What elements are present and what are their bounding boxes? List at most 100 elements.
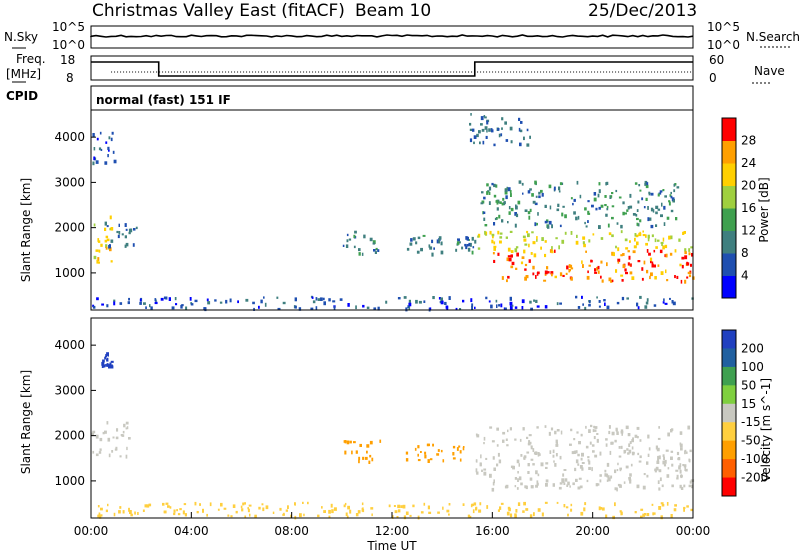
heatmap-cell: [557, 203, 560, 207]
heatmap-cell: [651, 263, 654, 268]
heatmap-cell: [545, 462, 549, 465]
heatmap-cell: [475, 507, 478, 511]
heatmap-cell: [276, 296, 279, 299]
heatmap-cell: [586, 275, 590, 280]
power-y-axis: 1000 2000 3000 4000: [54, 130, 96, 280]
cpid-value: normal (fast) 151 IF: [96, 93, 231, 107]
heatmap-cell: [673, 508, 677, 512]
heatmap-cell: [521, 256, 525, 259]
heatmap-cell: [483, 196, 486, 200]
heatmap-cell: [493, 247, 496, 251]
heatmap-cell: [431, 252, 434, 257]
heatmap-cell: [637, 436, 639, 439]
colorbar-frame: [721, 117, 737, 299]
heatmap-cell: [679, 469, 682, 474]
heatmap-cell: [532, 463, 535, 466]
heatmap-cell: [655, 467, 659, 471]
heatmap-cell: [119, 302, 123, 305]
heatmap-cell: [522, 427, 525, 431]
heatmap-cell: [492, 456, 495, 460]
heatmap-cell: [490, 304, 493, 309]
heatmap-cell: [628, 478, 632, 481]
heatmap-cell: [310, 307, 314, 310]
heatmap-cell: [535, 299, 538, 303]
heatmap-cell: [652, 209, 655, 213]
heatmap-cell: [605, 213, 608, 217]
heatmap-cell: [349, 440, 352, 444]
heatmap-cell: [478, 509, 482, 513]
heatmap-cell: [495, 184, 498, 188]
heatmap-cell: [547, 225, 550, 229]
heatmap-cell: [106, 225, 109, 228]
colorbar-tick: 8: [741, 246, 749, 260]
station-title: Christmas Valley East (fitACF): [92, 1, 345, 21]
heatmap-cell: [548, 220, 552, 225]
heatmap-cell: [530, 307, 533, 311]
heatmap-cell: [640, 508, 644, 511]
heatmap-cell: [636, 426, 640, 430]
heatmap-cell: [361, 252, 364, 256]
heatmap-cell: [174, 297, 177, 301]
heatmap-cell: [495, 200, 499, 203]
heatmap-cell: [606, 262, 608, 267]
heatmap-cell: [528, 434, 532, 437]
colorbar-tick: 50: [741, 378, 756, 392]
heatmap-cell: [422, 234, 426, 237]
heatmap-cell: [611, 205, 615, 208]
x-tick-label: 00:00: [74, 524, 109, 538]
freq-unit: [MHz]: [6, 67, 41, 81]
heatmap-cell: [670, 456, 673, 460]
heatmap-cell: [608, 430, 611, 435]
heatmap-cell: [575, 478, 578, 482]
heatmap-cell: [561, 239, 565, 244]
heatmap-cell: [675, 217, 678, 221]
heatmap-cell: [528, 259, 531, 263]
heatmap-cell: [493, 222, 496, 226]
heatmap-cell: [655, 205, 659, 209]
heatmap-cell: [537, 508, 541, 512]
heatmap-cell: [657, 459, 659, 463]
heatmap-cell: [96, 297, 99, 301]
heatmap-cell: [165, 296, 168, 300]
heatmap-cell: [535, 181, 537, 185]
heatmap-cell: [517, 471, 519, 474]
heatmap-cell: [649, 275, 651, 280]
heatmap-cell: [523, 238, 527, 242]
heatmap-cell: [469, 138, 473, 143]
velocity-ylabel: Slant Range [km]: [19, 370, 33, 474]
heatmap-cell: [600, 204, 604, 208]
heatmap-cell: [496, 427, 499, 431]
heatmap-cell: [514, 485, 517, 488]
time-axis: 00:00 04:00 08:00 12:00 16:00 20:00 00:00: [74, 512, 710, 538]
heatmap-cell: [509, 230, 513, 233]
heatmap-cell: [646, 513, 650, 517]
beam-label: Beam 10: [355, 1, 431, 21]
heatmap-cell: [679, 263, 682, 267]
heatmap-cell: [358, 456, 361, 460]
heatmap-cell: [683, 508, 685, 512]
heatmap-cell: [588, 429, 591, 433]
heatmap-cell: [484, 126, 488, 130]
heatmap-cell: [599, 451, 602, 456]
heatmap-cell: [547, 271, 550, 274]
heatmap-cell: [616, 431, 619, 435]
velocity-y-axis: 1000 2000 3000 4000: [54, 338, 96, 488]
heatmap-cell: [118, 231, 121, 235]
heatmap-cell: [520, 454, 523, 457]
heatmap-cell: [580, 511, 584, 516]
heatmap-cell: [437, 511, 440, 514]
heatmap-cell: [473, 141, 475, 145]
heatmap-cell: [541, 512, 544, 517]
heatmap-cell: [541, 192, 544, 197]
heatmap-cell: [92, 450, 95, 454]
colorbar-tick: 20: [741, 179, 756, 193]
heatmap-cell: [680, 474, 683, 479]
heatmap-cell: [577, 486, 581, 490]
heatmap-cell: [95, 249, 99, 252]
heatmap-cell: [563, 504, 566, 508]
heatmap-cell: [676, 186, 680, 189]
nsearch-tick-bottom: 10^0: [707, 38, 740, 52]
heatmap-cell: [473, 135, 477, 139]
heatmap-cell: [101, 364, 104, 368]
heatmap-cell: [559, 224, 562, 228]
